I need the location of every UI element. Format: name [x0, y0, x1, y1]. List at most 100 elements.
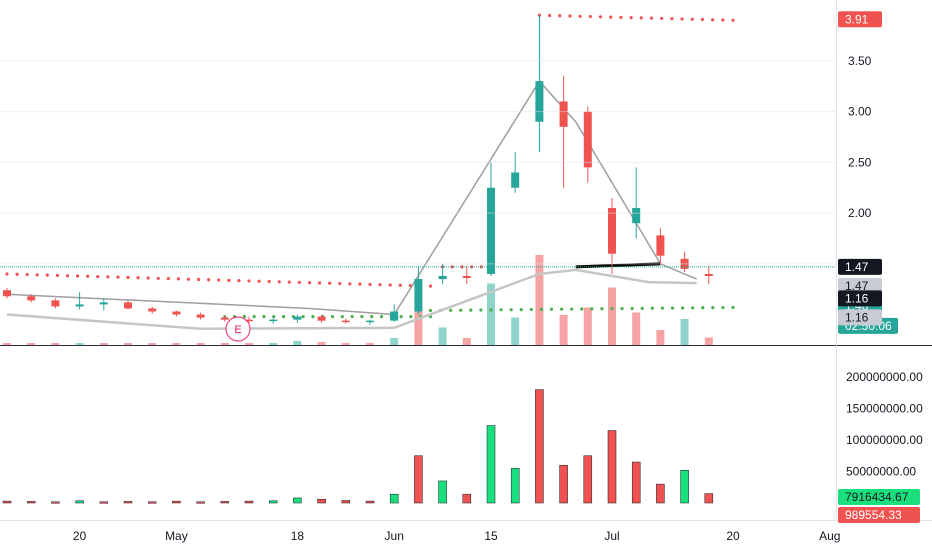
volume-overlay-bar [293, 341, 302, 345]
support-dot [711, 306, 715, 310]
time-tick-label: Jun [385, 529, 404, 543]
support-dot [549, 307, 554, 311]
volume-overlay-bar [608, 287, 616, 345]
candle-body [390, 311, 399, 321]
resistance-dot [680, 17, 684, 21]
support-dot [680, 306, 685, 310]
support-dot [350, 314, 354, 319]
resistance-dot [317, 281, 322, 285]
price-tags: 3.911.471.471.4602:50:061.161.16 [838, 11, 898, 334]
volume-bar [510, 468, 520, 504]
candle-body [438, 276, 447, 280]
volume-bar [317, 498, 326, 504]
candle-body [632, 208, 641, 224]
volume-bar [583, 455, 593, 504]
volume-bar [486, 425, 496, 504]
candle-body [656, 235, 665, 256]
volume-overlay-bar [390, 338, 399, 345]
candle-body [583, 111, 592, 168]
volume-bar [147, 501, 157, 504]
support-dot [539, 307, 544, 311]
volume-bar [704, 493, 714, 504]
price-tag-label: 3.91 [845, 12, 869, 26]
volume-overlay-bar [317, 342, 326, 345]
candle-body [704, 273, 713, 276]
resistance-dot [186, 277, 191, 281]
volume-bar [559, 464, 568, 504]
candle-body [293, 316, 302, 320]
volume-bar [414, 455, 423, 504]
volume-bar [341, 500, 351, 504]
earnings-marker-label: E [234, 324, 241, 336]
support-dot [650, 306, 654, 310]
trend-line [575, 262, 661, 269]
time-axis[interactable]: 20 May 18 Jun 15 Jul 20 Aug [73, 529, 841, 543]
volume-bar [26, 501, 36, 504]
resistance-dot [75, 274, 80, 278]
resistance-dot [287, 280, 291, 284]
volume-bar [535, 389, 544, 504]
support-dot [272, 314, 276, 319]
volume-bar [220, 501, 230, 504]
support-dot [701, 306, 705, 310]
volume-overlay [3, 255, 713, 345]
resistance-dot [126, 275, 130, 280]
resistance-dot [358, 282, 362, 286]
support-dot [252, 314, 256, 319]
volume-overlay-bar [704, 337, 713, 345]
resistance-dot [297, 280, 302, 284]
volume-tick-label: 200000000.00 [846, 370, 923, 384]
volume-overlay-bar [438, 327, 447, 345]
volume-tick-label: 150000000.00 [846, 402, 923, 416]
volume-overlay-bar [559, 315, 568, 345]
price-axis[interactable]: 3.503.002.502.001.50 [0, 54, 872, 271]
volume-tick-label: 50000000.00 [846, 465, 916, 479]
support-dot [469, 308, 473, 312]
candle-body [462, 276, 471, 279]
support-dot [721, 305, 725, 310]
resistance-dot [15, 272, 19, 276]
candle-body [269, 319, 278, 322]
resistance-dot [25, 272, 29, 277]
volume-tag-bg [838, 489, 920, 505]
volume-tag-bg [838, 507, 920, 523]
resistance-dot [136, 276, 140, 280]
resistance-dot [267, 279, 271, 284]
volume-bar [172, 500, 181, 504]
volume-axis[interactable]: 200000000.00 150000000.00 100000000.00 5000… [846, 370, 923, 479]
volume-bar [244, 500, 254, 504]
support-dot [499, 308, 503, 312]
support-dot [691, 306, 695, 310]
resistance-dot [731, 18, 735, 22]
price-tag-bg [838, 309, 882, 326]
volume-overlay-bar [583, 307, 592, 345]
support-dot [428, 308, 433, 313]
volume-tags: 7916434.67 989554.33 [838, 489, 920, 523]
support-dot [301, 314, 305, 319]
price-tick-label: 3.50 [848, 54, 872, 68]
earnings-marker[interactable]: E [225, 316, 251, 342]
resistance-dot [307, 281, 312, 285]
volume-overlay-bar [3, 343, 11, 345]
resistance-dot [470, 265, 474, 269]
candle-body [148, 308, 157, 312]
resistance-dot [398, 283, 402, 287]
resistance-dot [629, 16, 633, 20]
trend-line [6, 268, 697, 331]
support-dot [360, 314, 364, 319]
volume-tag-label: 989554.33 [845, 508, 902, 522]
time-tick-label: 15 [484, 529, 498, 543]
volume-bar [389, 493, 399, 504]
price-tick-label: 2.50 [848, 155, 872, 169]
time-tick-label: 20 [726, 529, 740, 543]
volume-bar [293, 497, 302, 504]
support-dot [330, 314, 335, 319]
volume-overlay-bar [220, 343, 229, 345]
resistance-dot [348, 282, 352, 286]
resistance-dot [639, 16, 643, 20]
volume-pane[interactable] [2, 389, 714, 504]
resistance-dot [649, 16, 654, 20]
volume-overlay-bar [632, 312, 641, 345]
volume-overlay-bar [51, 343, 60, 345]
